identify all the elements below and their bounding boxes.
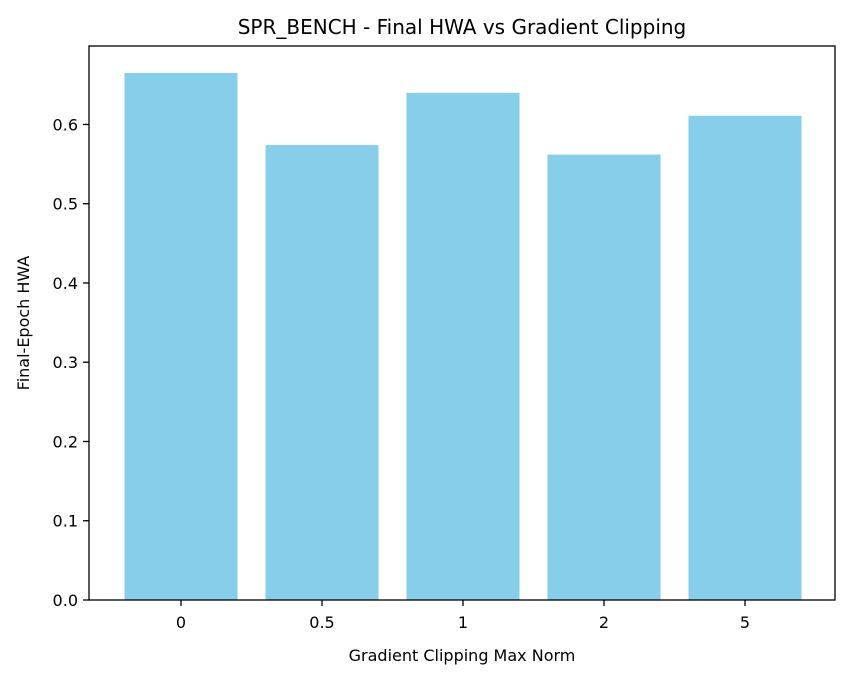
y-tick-label: 0.2 xyxy=(53,432,78,451)
y-axis-label: Final-Epoch HWA xyxy=(14,256,33,391)
x-axis-ticks: 0 0.5 1 2 5 xyxy=(176,600,750,632)
x-tick-label: 5 xyxy=(740,613,750,632)
x-tick-label: 0.5 xyxy=(309,613,334,632)
chart-title: SPR_BENCH - Final HWA vs Gradient Clippi… xyxy=(238,15,687,39)
bars-group xyxy=(124,72,802,601)
y-tick-label: 0.0 xyxy=(53,591,78,610)
x-tick-label: 0 xyxy=(176,613,186,632)
bar-2 xyxy=(547,154,661,601)
bar-5 xyxy=(688,115,802,600)
x-tick-label: 2 xyxy=(599,613,609,632)
bar-0.5 xyxy=(265,145,379,600)
bar-1 xyxy=(406,92,520,601)
y-tick-label: 0.3 xyxy=(53,353,78,372)
bar-0 xyxy=(124,72,238,600)
y-axis-ticks: 0.0 0.1 0.2 0.3 0.4 0.5 0.6 xyxy=(53,115,89,610)
x-axis-label: Gradient Clipping Max Norm xyxy=(349,646,576,665)
y-tick-label: 0.4 xyxy=(53,274,78,293)
y-tick-label: 0.5 xyxy=(53,195,78,214)
y-tick-label: 0.1 xyxy=(53,512,78,531)
y-tick-label: 0.6 xyxy=(53,115,78,134)
x-tick-label: 1 xyxy=(458,613,468,632)
plot-frame xyxy=(88,45,836,601)
